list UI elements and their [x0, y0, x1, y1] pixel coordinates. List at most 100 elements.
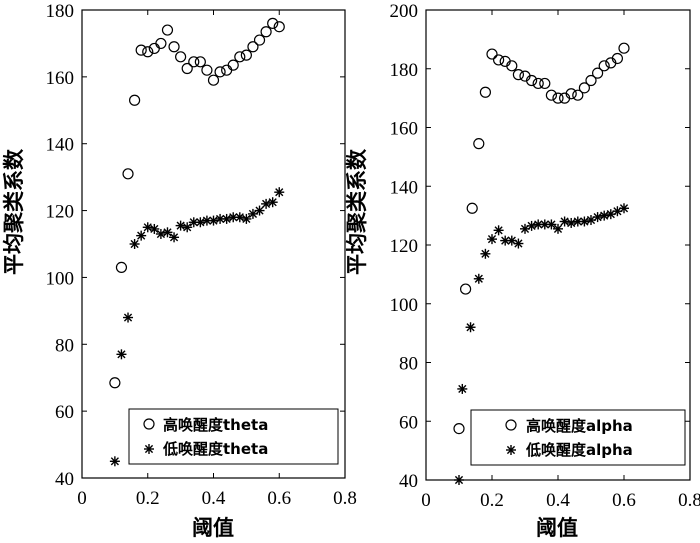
left-y-tick-label: 40	[55, 469, 74, 490]
right-high-point	[493, 54, 505, 66]
right-low-point	[579, 216, 590, 227]
left-chart-panel: 0 0.2 0.4 0.6 0.8 40 60 80 100 120 140 160 180 高唤醒度t…	[2, 1, 357, 540]
right-low-point	[599, 210, 610, 221]
left-legend-circle-marker	[143, 418, 155, 430]
right-high-point	[460, 283, 472, 295]
right-legend-circle-marker	[505, 419, 517, 431]
right-high-point	[473, 138, 485, 150]
left-legend-box	[128, 408, 339, 465]
left-high-point	[115, 261, 128, 273]
right-legend-label-high: 高唤醒度alpha	[526, 417, 633, 435]
left-high-point	[155, 37, 167, 50]
left-high-point	[267, 17, 279, 29]
left-high-point	[240, 49, 252, 61]
left-legend-star-marker	[144, 444, 154, 454]
left-low-point	[254, 205, 265, 216]
left-high-point	[273, 21, 285, 33]
right-y-tick-label: 180	[390, 60, 419, 81]
left-y-axis-title: 平均聚类系数	[2, 148, 26, 275]
left-low-point	[234, 212, 245, 223]
left-low-point	[136, 230, 147, 241]
right-high-point	[479, 86, 491, 98]
left-x-tick-label: 0.4	[202, 488, 226, 509]
right-high-point	[552, 92, 564, 104]
right-high-point	[585, 74, 597, 87]
left-low-point	[241, 213, 252, 224]
right-high-point	[618, 42, 630, 54]
right-low-point	[592, 212, 603, 223]
left-y-tick-label: 100	[46, 268, 75, 289]
right-legend-star-marker	[506, 445, 516, 455]
right-low-point	[480, 248, 491, 259]
right-y-tick-label: 140	[390, 177, 419, 198]
left-legend-label-low: 低唤醒度theta	[162, 440, 268, 458]
left-low-point	[116, 349, 127, 360]
left-low-point	[142, 222, 153, 233]
right-legend-label-low: 低唤醒度alpha	[525, 441, 633, 459]
left-x-axis-title: 阈值	[192, 516, 234, 540]
right-high-point	[453, 422, 465, 435]
right-y-tick-label: 40	[399, 471, 418, 492]
left-high-point	[247, 41, 259, 53]
left-high-point	[194, 56, 206, 68]
left-low-point	[208, 215, 219, 226]
right-data-marks	[453, 42, 630, 485]
left-low-point	[261, 198, 272, 209]
right-high-point	[545, 89, 558, 101]
right-chart-panel: 0 0.2 0.4 0.6 0.8 40 60 80 100 120 140 160 180 200 高唤…	[345, 1, 700, 540]
left-axis-ticks: 0 0.2 0.4 0.6 0.8 40 60 80 100 120 140 160 180	[46, 1, 357, 509]
left-high-point	[181, 62, 193, 75]
right-x-tick-label: 0	[421, 490, 431, 511]
left-high-point	[188, 56, 200, 68]
left-low-point	[215, 213, 226, 224]
left-low-point	[195, 217, 206, 228]
left-high-point	[260, 26, 272, 38]
left-y-tick-label: 180	[46, 1, 75, 22]
left-high-point	[227, 59, 239, 71]
left-high-point	[109, 377, 121, 389]
left-low-point	[267, 197, 278, 208]
left-low-point	[169, 232, 180, 243]
right-y-tick-label: 160	[390, 119, 419, 140]
left-y-tick-label: 120	[46, 202, 75, 223]
right-high-point	[539, 77, 551, 90]
right-high-point	[466, 202, 478, 214]
left-high-point	[214, 66, 226, 78]
left-high-point	[135, 44, 147, 56]
left-legend-star	[144, 444, 154, 454]
right-x-tick-label: 0.8	[678, 490, 700, 511]
left-high-point	[221, 64, 233, 76]
right-y-tick-label: 200	[390, 1, 419, 22]
left-y-tick-label: 160	[46, 68, 75, 89]
left-x-tick-label: 0.2	[136, 488, 160, 509]
right-low-point	[473, 273, 484, 284]
left-data-marks	[109, 17, 285, 467]
left-high-point	[129, 94, 141, 106]
right-low-point	[454, 475, 464, 485]
left-y-tick-label: 60	[55, 402, 74, 423]
left-low-point	[221, 213, 232, 224]
right-legend-box	[470, 409, 686, 466]
right-y-axis-title: 平均聚类系数	[345, 148, 369, 275]
right-high-point	[598, 60, 610, 72]
right-low-point	[559, 216, 570, 227]
left-y-tick-label: 140	[46, 135, 75, 156]
left-low-point	[149, 223, 160, 234]
left-high-point	[168, 41, 180, 53]
right-y-tick-label: 120	[390, 236, 419, 257]
right-high-point	[611, 52, 624, 65]
left-high-point	[175, 51, 187, 63]
left-low-point	[175, 220, 186, 231]
right-low-point	[457, 383, 468, 394]
right-x-axis-title: 阈值	[536, 516, 578, 540]
left-high-point	[253, 34, 266, 46]
left-high-point	[234, 51, 246, 63]
left-legend: 高唤醒度theta 低唤醒度theta	[128, 408, 339, 465]
right-high-point	[591, 67, 604, 79]
right-high-point	[512, 69, 525, 81]
left-x-tick-label: 0	[77, 488, 87, 509]
right-legend: 高唤醒度alpha 低唤醒度alpha	[470, 409, 686, 466]
left-plot-frame	[81, 9, 346, 479]
left-low-point	[109, 456, 120, 467]
